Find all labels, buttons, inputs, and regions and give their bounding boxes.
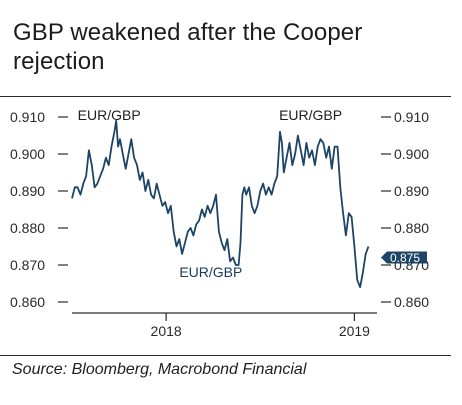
x-tick-label: 2018 — [151, 323, 182, 339]
y-tick-label-right: 0.900 — [394, 146, 429, 162]
series-layer — [71, 119, 370, 289]
series-line — [71, 119, 370, 289]
y-tick-label-left: 0.860 — [10, 294, 45, 310]
chart-title: GBP weakened after the Cooper rejection — [13, 19, 363, 75]
series-annotation: EUR/GBP — [279, 107, 342, 123]
y-tick-label-left: 0.870 — [10, 257, 45, 273]
top-divider — [0, 96, 451, 97]
last-value-badge: 0.875 — [381, 251, 427, 265]
annotations: EUR/GBP EUR/GBP EUR/GBP — [78, 107, 342, 280]
badge-label: 0.875 — [390, 251, 420, 265]
series-annotation: EUR/GBP — [78, 107, 141, 123]
axes: 0.910 0.910 0.900 0.900 0.890 0.890 0.880 0.880… — [10, 109, 429, 339]
series-annotation: EUR/GBP — [179, 264, 242, 280]
x-tick-label: 2019 — [339, 323, 370, 339]
y-tick-label-left: 0.910 — [10, 109, 45, 125]
badge-shape — [381, 251, 427, 264]
source-note: Source: Bloomberg, Macrobond Financial — [12, 361, 307, 378]
y-tick-label-right: 0.890 — [394, 183, 429, 199]
y-tick-label-left: 0.880 — [10, 220, 45, 236]
y-tick-label-right: 0.880 — [394, 220, 429, 236]
y-tick-label-right: 0.910 — [394, 109, 429, 125]
y-tick-label-left: 0.900 — [10, 146, 45, 162]
y-tick-label-right: 0.860 — [394, 294, 429, 310]
y-tick-label-left: 0.890 — [10, 183, 45, 199]
bottom-divider — [0, 355, 451, 356]
